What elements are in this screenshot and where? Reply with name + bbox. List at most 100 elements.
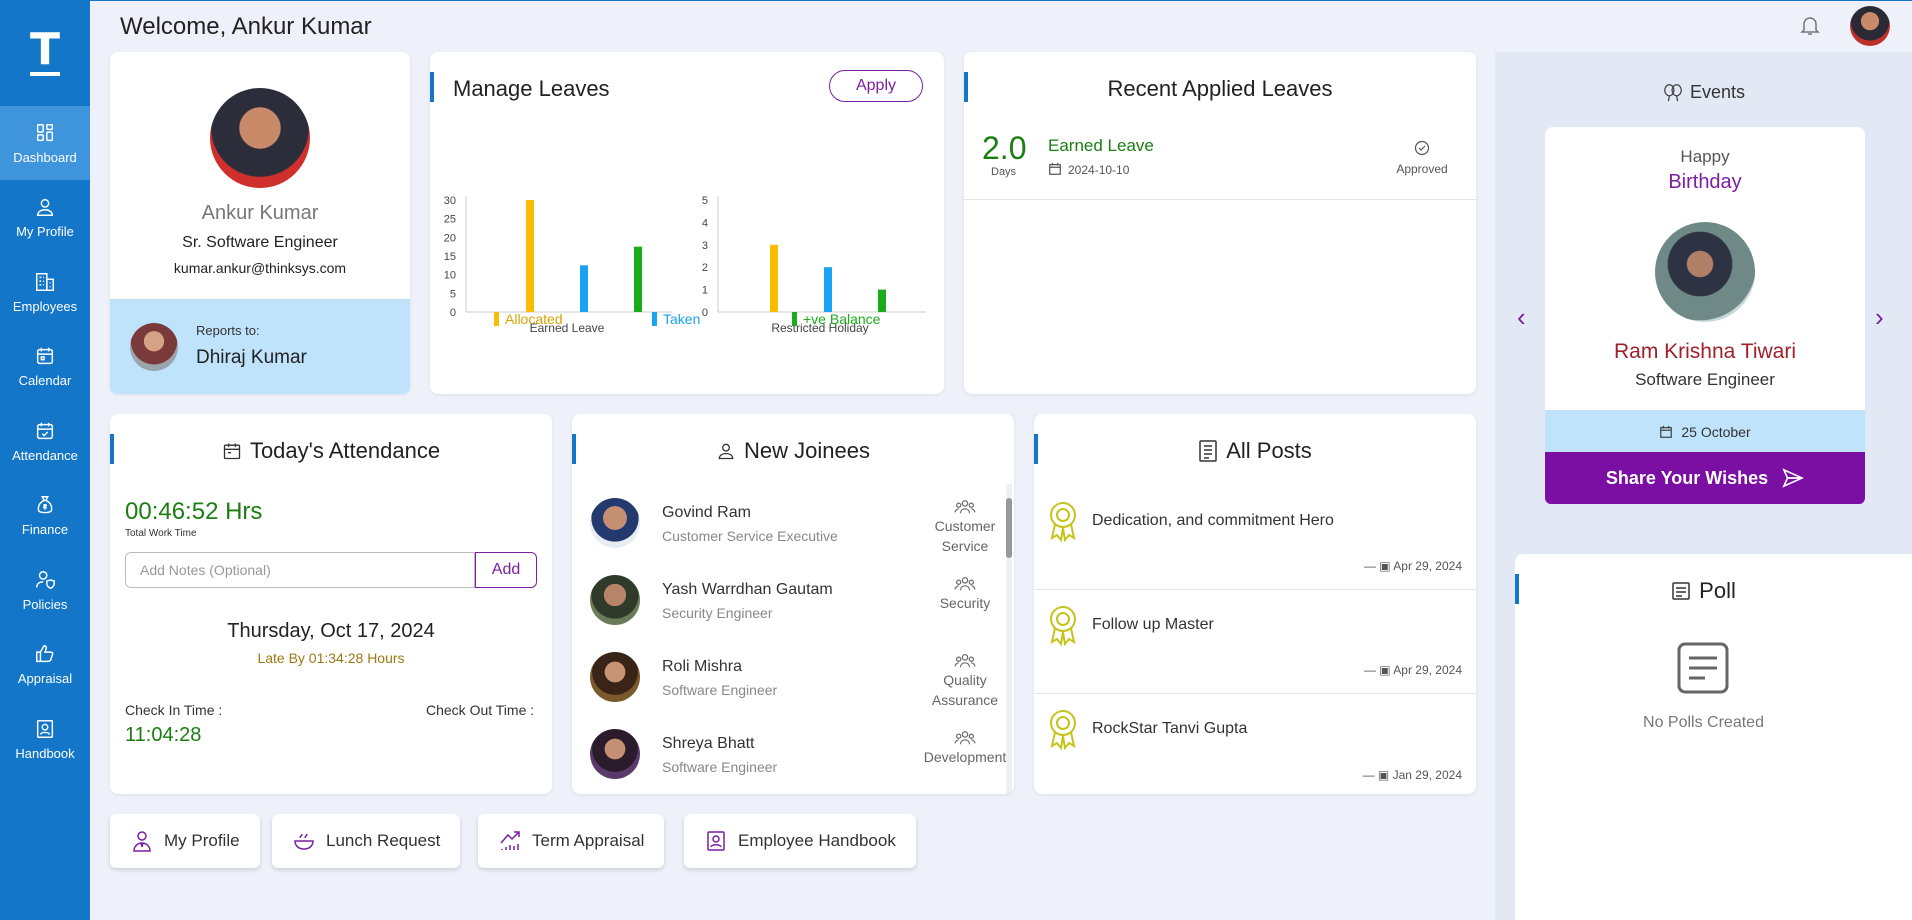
user-avatar[interactable] — [1850, 6, 1890, 46]
y-tick-label: 0 — [702, 307, 708, 319]
manager-avatar — [130, 323, 178, 371]
quick-link-term-appraisal[interactable]: Term Appraisal — [478, 814, 665, 868]
share-wishes-button[interactable]: Share Your Wishes — [1545, 452, 1865, 504]
sidebar-item-label: Policies — [22, 596, 68, 612]
y-tick-label: 2 — [702, 262, 708, 274]
quick-link-label: Employee Handbook — [738, 831, 896, 850]
joinee-dept-label: Customer Service — [934, 518, 996, 554]
post-title: Follow up Master — [1092, 616, 1214, 633]
app-logo[interactable]: T — [0, 0, 90, 104]
joinees-header: New Joinees — [572, 438, 1014, 464]
sidebar-item-my-profile[interactable]: My Profile — [0, 180, 90, 254]
profile-name: Ankur Kumar — [201, 202, 319, 224]
y-tick-label: 30 — [444, 195, 456, 207]
building-icon — [36, 272, 54, 291]
post-date-text: Apr 29, 2024 — [1393, 663, 1462, 677]
list-item[interactable]: Roli Mishra Software Engineer Quality As… — [590, 652, 1000, 728]
calendar-icon — [1049, 162, 1061, 175]
award-badge-icon — [1050, 606, 1076, 646]
leave-type: Earned Leave — [1048, 136, 1154, 155]
post-item[interactable]: RockStar Tanvi Gupta — ▣ Jan 29, 2024 — [1034, 694, 1476, 794]
post-date-text: Jan 29, 2024 — [1392, 768, 1462, 782]
sidebar-item-employees[interactable]: Employees — [0, 255, 90, 329]
sidebar-item-appraisal[interactable]: Appraisal — [0, 627, 90, 701]
sidebar-item-calendar[interactable]: Calendar — [0, 329, 90, 403]
joinees-scrollbar[interactable] — [1006, 484, 1012, 794]
legend-label: Allocated — [505, 311, 563, 327]
joinee-role: Software Engineer — [662, 759, 778, 775]
leave-entry[interactable]: 2.0 Days Earned Leave 2024-10-10 Approve… — [964, 122, 1476, 200]
handbook-icon — [36, 719, 54, 738]
joinee-name: Shreya Bhatt — [662, 735, 755, 752]
prev-event-button[interactable]: ‹ — [1517, 302, 1526, 332]
leave-status: Approved — [1396, 162, 1448, 176]
top-bar: Welcome, Ankur Kumar — [90, 0, 1912, 50]
empty-poll-icon — [1677, 642, 1729, 694]
quick-link-employee-handbook[interactable]: Employee Handbook — [684, 814, 916, 868]
dashboard-icon — [36, 123, 54, 141]
joinee-role: Software Engineer — [662, 682, 778, 698]
event-date: 25 October — [1681, 424, 1751, 440]
sidebar-item-handbook[interactable]: Handbook — [0, 702, 90, 776]
team-icon — [954, 654, 976, 668]
sidebar-item-policies[interactable]: Policies — [0, 553, 90, 627]
sidebar-item-dashboard[interactable]: Dashboard — [0, 106, 90, 180]
joinee-dept-label: Security — [939, 595, 991, 611]
post-item[interactable]: Dedication, and commitment Hero — ▣ Apr … — [1034, 486, 1476, 590]
add-notes-button[interactable]: Add — [475, 552, 537, 588]
sidebar-item-label: Calendar — [18, 372, 72, 388]
joinee-dept: Development — [910, 729, 1014, 767]
posts-header: All Posts — [1034, 438, 1476, 464]
legend-swatch — [494, 312, 499, 326]
money-bag-icon — [37, 495, 53, 513]
next-event-button[interactable]: › — [1875, 302, 1884, 332]
joinee-dept: Customer Service — [910, 498, 1014, 556]
quick-link-lunch-request[interactable]: Lunch Request — [272, 814, 461, 868]
sidebar-item-label: Dashboard — [13, 149, 77, 165]
post-date: — ▣ Apr 29, 2024 — [1363, 559, 1462, 573]
document-icon — [1199, 440, 1217, 462]
bell-icon[interactable] — [1798, 13, 1822, 37]
checkout-label: Check Out Time : — [426, 702, 535, 718]
all-posts-card: All Posts Dedication, and commitment Her… — [1034, 414, 1476, 794]
sidebar: T Dashboard My Profile Employees Calenda… — [0, 0, 90, 920]
no-polls-message: No Polls Created — [1643, 714, 1764, 731]
list-item[interactable]: Shreya Bhatt Software Engineer Developme… — [590, 729, 1006, 794]
legend-allocated: Allocated — [494, 311, 563, 327]
sidebar-item-label: Attendance — [12, 447, 78, 463]
y-tick-label: 25 — [444, 214, 456, 226]
legend-balance: +ve Balance — [792, 311, 880, 327]
attendance-title: Today's Attendance — [249, 438, 441, 463]
joinee-dept-label: Development — [923, 749, 1007, 765]
poll-card: Poll No Polls Created — [1515, 554, 1912, 920]
bar-allocated — [770, 244, 778, 312]
calendar-icon — [36, 347, 54, 364]
scrollbar-thumb[interactable] — [1006, 498, 1012, 558]
quick-link-label: My Profile — [164, 831, 240, 850]
late-status: Late By 01:34:28 Hours — [257, 650, 405, 666]
award-badge-icon — [1050, 502, 1076, 542]
bar-vebalance — [878, 289, 886, 312]
y-tick-label: 5 — [702, 195, 708, 207]
post-date: — ▣ Apr 29, 2024 — [1363, 663, 1462, 677]
right-panel: Events ‹ › Happy Birthday Ram Krishna Ti… — [1495, 52, 1912, 920]
notes-input[interactable]: Add Notes (Optional) — [125, 552, 475, 588]
sidebar-item-attendance[interactable]: Attendance — [0, 404, 90, 478]
legend-label: +ve Balance — [803, 311, 881, 327]
list-item[interactable]: Yash Warrdhan Gautam Security Engineer S… — [590, 575, 1000, 651]
event-occasion: Birthday — [1668, 171, 1742, 193]
sidebar-item-finance[interactable]: Finance — [0, 478, 90, 552]
sidebar-item-label: Handbook — [15, 745, 75, 761]
manage-leaves-card: Manage Leaves Apply 0 5 10 15 20 25 30 Earned L… — [430, 52, 944, 394]
post-item[interactable]: Follow up Master — ▣ Apr 29, 2024 — [1034, 590, 1476, 694]
apply-leave-button[interactable]: Apply — [829, 70, 923, 102]
manager-name: Dhiraj Kumar — [196, 347, 307, 368]
logo-letter: T — [29, 24, 60, 76]
send-icon — [1782, 468, 1805, 488]
quick-link-my-profile[interactable]: My Profile — [110, 814, 260, 868]
list-item[interactable]: Govind Ram Customer Service Executive Cu… — [590, 498, 1000, 574]
attendance-date: Thursday, Oct 17, 2024 — [227, 620, 435, 642]
post-date: — ▣ Jan 29, 2024 — [1362, 768, 1462, 782]
joinee-name: Yash Warrdhan Gautam — [662, 581, 833, 598]
posts-title: All Posts — [1226, 438, 1312, 463]
